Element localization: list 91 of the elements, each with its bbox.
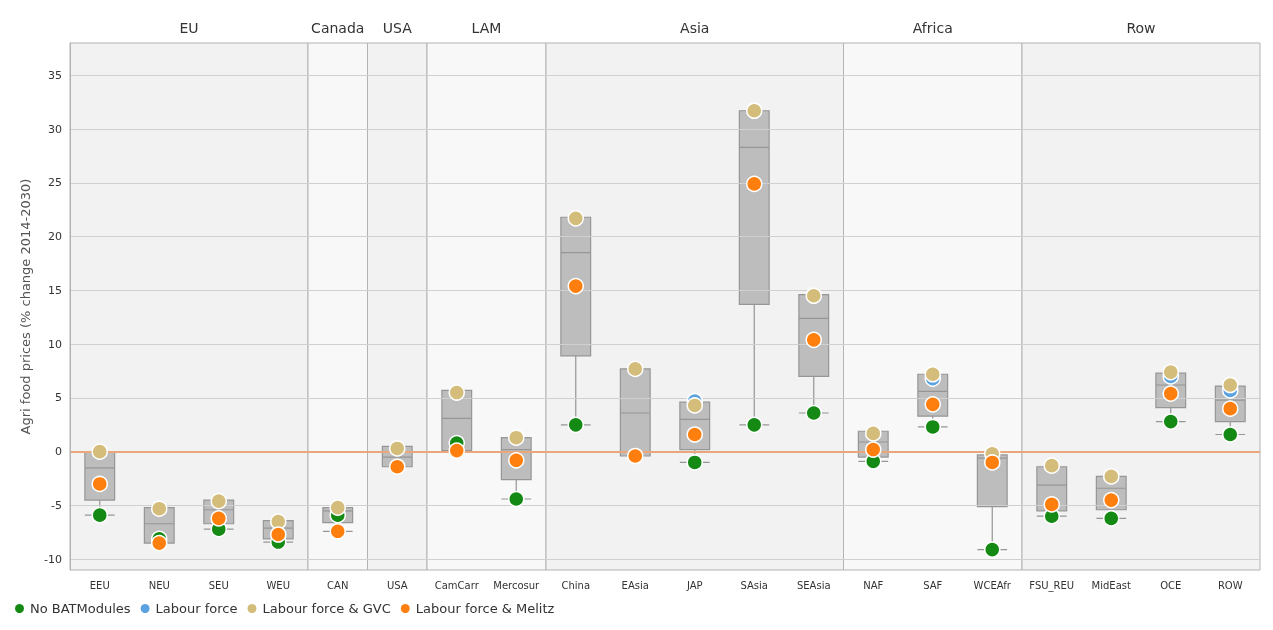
point — [508, 429, 525, 446]
y-axis-title: Agri food prices (% change 2014-2030) — [18, 178, 33, 435]
point — [924, 366, 941, 383]
point — [567, 210, 584, 227]
y-tick-label: 5 — [55, 391, 62, 405]
band-label: Row — [1126, 19, 1156, 36]
point — [1222, 376, 1239, 394]
point — [984, 541, 1001, 558]
x-tick-label: JAP — [685, 579, 703, 591]
x-tick-label: USA — [386, 579, 408, 591]
point — [627, 360, 644, 378]
point — [1103, 510, 1120, 527]
point — [1162, 385, 1179, 402]
point — [805, 404, 822, 422]
x-tick-label: WCEAfr — [973, 579, 1012, 591]
point — [865, 441, 882, 458]
band-label: Canada — [311, 19, 365, 36]
band-label: LAM — [471, 19, 502, 36]
x-tick-label: FSU_REU — [1029, 579, 1075, 592]
point — [210, 492, 227, 510]
legend-label: Labour force & Melitz — [415, 601, 555, 616]
point — [329, 499, 346, 516]
x-tick-label: EAsia — [621, 579, 649, 591]
y-tick-label: 15 — [48, 283, 62, 297]
band-label: USA — [382, 19, 413, 36]
y-tick-label: -10 — [44, 552, 62, 566]
point — [1043, 496, 1060, 513]
point — [270, 526, 287, 543]
point — [1162, 413, 1179, 430]
x-tick-label: SAF — [923, 579, 943, 591]
band-label: Asia — [680, 19, 710, 36]
point — [984, 454, 1001, 471]
point — [924, 418, 941, 436]
legend-label: Labour force & GVC — [262, 601, 391, 616]
y-tick-label: 20 — [48, 230, 62, 244]
point — [389, 440, 406, 457]
x-tick-label: SEAsia — [796, 579, 831, 591]
point — [1222, 426, 1239, 443]
point — [508, 490, 525, 508]
point — [686, 426, 703, 443]
point — [1103, 491, 1120, 509]
x-tick-label: Mercosur — [493, 579, 541, 591]
point — [91, 475, 108, 493]
y-tick-label: 10 — [48, 337, 62, 351]
x-tick-label: MidEast — [1091, 579, 1131, 591]
x-tick-label: NEU — [148, 579, 170, 591]
legend-label: No BATModules — [30, 601, 131, 616]
x-tick-label: CamCarr — [434, 579, 480, 591]
point — [1222, 400, 1239, 417]
y-tick-label: 25 — [48, 176, 62, 190]
x-tick-label: China — [561, 579, 591, 591]
point — [567, 277, 584, 295]
x-tick-label: WEU — [266, 579, 291, 591]
point — [686, 397, 703, 414]
band-label: Africa — [912, 19, 953, 36]
x-tick-label: SAsia — [740, 579, 768, 591]
y-tick-label: 30 — [48, 122, 62, 136]
point — [746, 102, 763, 119]
x-tick-label: CAN — [327, 579, 349, 591]
point — [686, 454, 703, 471]
y-tick-label: -5 — [51, 498, 62, 512]
point — [746, 416, 763, 434]
point — [91, 443, 108, 460]
point — [924, 396, 941, 413]
point — [746, 175, 763, 193]
x-tick-label: SEU — [208, 579, 229, 591]
y-tick-label: 0 — [55, 445, 62, 459]
point — [805, 287, 822, 304]
point — [151, 534, 168, 552]
point — [865, 425, 882, 442]
x-tick-label: OCE — [1160, 579, 1182, 591]
point — [448, 384, 465, 401]
point — [1162, 363, 1179, 381]
point — [627, 447, 644, 465]
point — [389, 458, 406, 475]
point — [508, 452, 525, 469]
x-tick-label: ROW — [1217, 579, 1243, 591]
point — [151, 500, 168, 517]
x-tick-label: EEU — [89, 579, 110, 591]
band-label: EU — [179, 19, 199, 36]
point — [1043, 457, 1060, 474]
point — [448, 442, 465, 459]
x-tick-label: NAF — [863, 579, 884, 591]
point — [210, 510, 227, 527]
point — [329, 523, 346, 540]
legend-label: Labour force — [155, 601, 238, 616]
point — [567, 416, 584, 434]
point — [91, 506, 108, 524]
y-tick-label: 35 — [48, 68, 62, 82]
point — [805, 331, 822, 349]
point — [1103, 468, 1120, 485]
